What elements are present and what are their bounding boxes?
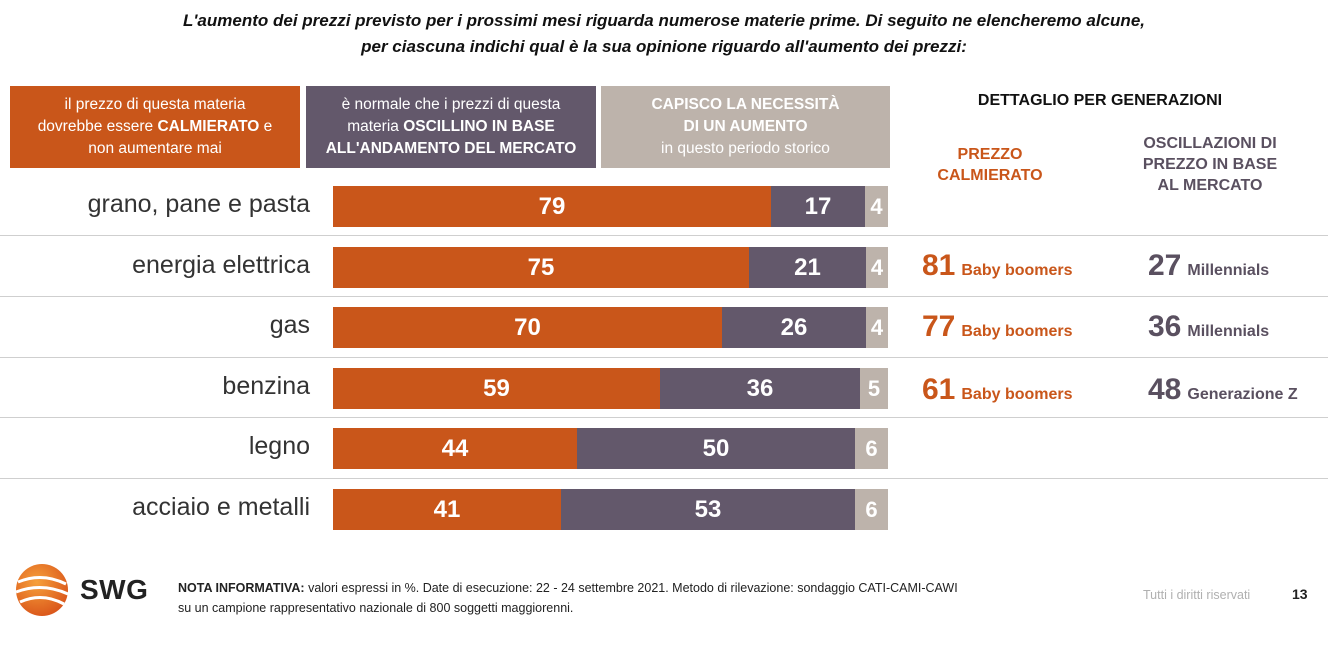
generations-col-oscillazioni-line-3: AL MERCATO — [1157, 177, 1263, 194]
footnote: NOTA INFORMATIVA: valori espressi in %. … — [178, 578, 958, 618]
legend-necessita-line-1: CAPISCO LA NECESSITÀ — [651, 96, 840, 113]
generation-oscillazioni-group: Millennials — [1187, 262, 1270, 279]
row-separator — [0, 357, 1328, 358]
bar-data-label: 36 — [746, 374, 774, 402]
generation-calmierato-value: 61 — [922, 373, 956, 406]
legend-calmierato: il prezzo di questa materia dovrebbe ess… — [10, 86, 300, 168]
generation-calmierato-group: Baby boomers — [961, 323, 1073, 340]
generation-calmierato-entry: 77 Baby boomers — [922, 310, 1073, 344]
bar-data-label: 4 — [870, 314, 884, 340]
intro-question: L'aumento dei prezzi previsto per i pros… — [0, 8, 1328, 60]
generation-calmierato-value: 81 — [922, 249, 956, 282]
legend-necessita: CAPISCO LA NECESSITÀ DI UN AUMENTO in qu… — [601, 86, 890, 168]
bar-data-label: 6 — [865, 435, 878, 461]
category-label: gas — [269, 311, 310, 339]
generation-oscillazioni-value: 36 — [1148, 310, 1182, 343]
bar-data-label: 41 — [433, 495, 461, 523]
legend-oscillino: è normale che i prezzi di questa materia… — [306, 86, 596, 168]
bar-data-label: 4 — [870, 254, 884, 280]
page-number: 13 — [1292, 586, 1308, 602]
bar-segment: 26 — [722, 307, 866, 348]
generation-oscillazioni-entry: 48 Generazione Z — [1148, 373, 1298, 407]
bar-data-label: 6 — [865, 496, 878, 522]
legend-necessita-line-2: DI UN AUMENTO — [683, 118, 808, 135]
bar-data-label: 59 — [483, 374, 510, 402]
generation-calmierato-value: 77 — [922, 310, 956, 343]
row-separator — [0, 235, 1328, 236]
generation-oscillazioni-value: 48 — [1148, 373, 1182, 406]
swg-logo-icon — [15, 564, 69, 616]
category-label: acciaio e metalli — [132, 493, 310, 521]
footnote-line-1: NOTA INFORMATIVA: valori espressi in %. … — [178, 581, 958, 595]
generation-oscillazioni-group: Millennials — [1187, 323, 1270, 340]
generations-col-calmierato: PREZZO CALMIERATO — [910, 144, 1070, 186]
bar-segment: 17 — [771, 186, 865, 227]
legend-necessita-line-3: in questo periodo storico — [661, 140, 830, 157]
generation-calmierato-entry: 61 Baby boomers — [922, 373, 1073, 407]
row-separator — [0, 417, 1328, 418]
bar-data-label: 4 — [870, 193, 883, 219]
bar-segment: 59 — [333, 368, 660, 409]
bar-segment: 53 — [561, 489, 855, 530]
legend-calmierato-line-1: il prezzo di questa materia — [64, 96, 246, 113]
bar-segment: 4 — [866, 247, 888, 288]
generations-header: DETTAGLIO PER GENERAZIONI — [977, 92, 1223, 109]
generations-col-oscillazioni-line-1: OSCILLAZIONI DI — [1143, 135, 1277, 152]
generation-oscillazioni-entry: 27 Millennials — [1148, 249, 1269, 283]
bar-segment: 41 — [333, 489, 561, 530]
bar-data-label: 44 — [441, 434, 469, 462]
intro-line-2: per ciascuna indichi qual è la sua opini… — [361, 37, 967, 56]
bar-segment: 5 — [860, 368, 888, 409]
bar-segment: 79 — [333, 186, 771, 227]
legend-oscillino-line-1: è normale che i prezzi di questa — [341, 96, 561, 113]
bar-data-label: 21 — [794, 253, 821, 281]
bar-segment: 75 — [333, 247, 749, 288]
bar-data-label: 75 — [527, 253, 555, 281]
generation-oscillazioni-entry: 36 Millennials — [1148, 310, 1269, 344]
generations-col-oscillazioni: OSCILLAZIONI DI PREZZO IN BASE AL MERCAT… — [1125, 133, 1295, 196]
legend-oscillino-line-2: materia OSCILLINO IN BASE — [347, 118, 555, 135]
bar-segment: 36 — [660, 368, 860, 409]
legend-oscillino-line-3: ALL'ANDAMENTO DEL MERCATO — [325, 140, 577, 157]
rights-text: Tutti i diritti riservati — [1143, 588, 1251, 602]
swg-logo-text: SWG — [80, 574, 149, 605]
bar-data-label: 50 — [702, 434, 730, 462]
generations-col-oscillazioni-line-2: PREZZO IN BASE — [1142, 156, 1278, 173]
legend-calmierato-line-3: non aumentare mai — [88, 140, 222, 157]
generation-calmierato-group: Baby boomers — [961, 386, 1073, 403]
bar-segment: 21 — [749, 247, 866, 288]
bar-segment: 4 — [865, 186, 888, 227]
legend-calmierato-line-2: dovrebbe essere CALMIERATO e — [37, 118, 273, 135]
bar-segment: 6 — [855, 489, 888, 530]
category-label: grano, pane e pasta — [87, 190, 310, 218]
bar-segment: 70 — [333, 307, 722, 348]
bar-data-label: 17 — [804, 192, 832, 220]
generation-oscillazioni-group: Generazione Z — [1187, 386, 1298, 403]
bar-data-label: 53 — [694, 495, 722, 523]
category-label: energia elettrica — [132, 251, 310, 279]
intro-line-1: L'aumento dei prezzi previsto per i pros… — [183, 11, 1145, 30]
footnote-line-2: su un campione rappresentativo nazionale… — [178, 601, 574, 615]
row-separator — [0, 478, 1328, 479]
category-label: legno — [248, 432, 310, 460]
category-label: benzina — [222, 372, 310, 400]
row-separator — [0, 296, 1328, 297]
generation-oscillazioni-value: 27 — [1148, 249, 1182, 282]
generation-calmierato-group: Baby boomers — [961, 262, 1073, 279]
generations-col-calmierato-line-1: PREZZO — [957, 146, 1023, 163]
bar-segment: 44 — [333, 428, 577, 469]
generation-calmierato-entry: 81 Baby boomers — [922, 249, 1073, 283]
bar-segment: 4 — [866, 307, 888, 348]
bar-data-label: 5 — [867, 375, 881, 401]
bar-data-label: 70 — [514, 313, 541, 341]
bar-data-label: 79 — [538, 192, 566, 220]
bar-data-label: 26 — [780, 313, 808, 341]
bar-segment: 50 — [577, 428, 855, 469]
bar-segment: 6 — [855, 428, 888, 469]
generations-col-calmierato-line-2: CALMIERATO — [937, 167, 1043, 184]
